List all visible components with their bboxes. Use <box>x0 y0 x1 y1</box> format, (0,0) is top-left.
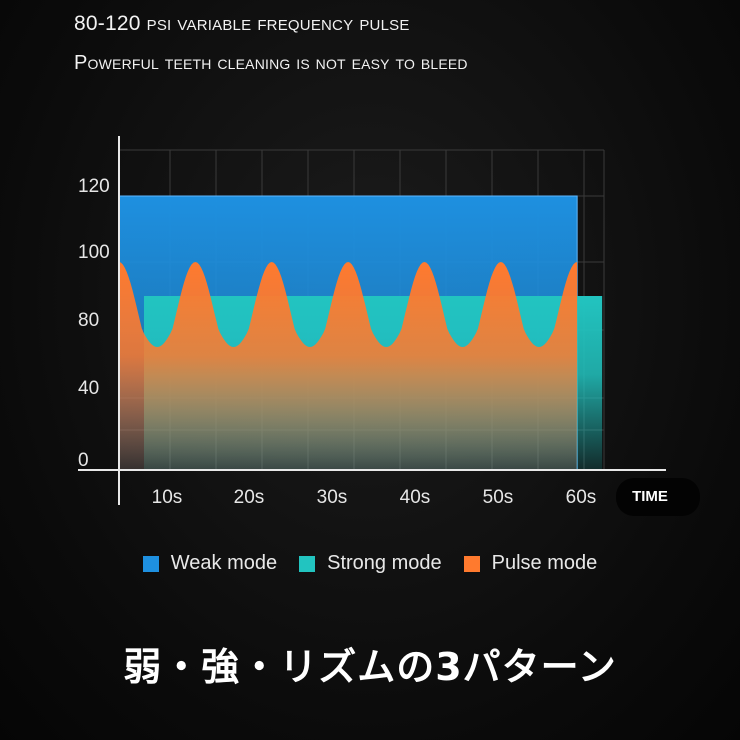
y-tick-label: 0 <box>78 450 89 471</box>
legend-pulse-swatch <box>463 555 480 572</box>
x-tick-label: 40s <box>400 487 431 508</box>
x-axis-label: TIME <box>632 488 668 505</box>
legend-weak-swatch <box>142 555 159 572</box>
legend-strong-swatch <box>299 555 316 572</box>
time-label-bg <box>616 478 700 516</box>
legend-weak-label: Weak mode <box>170 552 278 574</box>
pulse-mode-area <box>119 262 578 470</box>
headline: 80-120 psi variable frequency pulse <box>74 12 410 35</box>
x-tick-label: 50s <box>483 487 514 508</box>
y-tick-label: 80 <box>78 310 99 331</box>
legend-weak: Weak mode <box>142 552 278 575</box>
y-tick-label: 40 <box>78 378 99 399</box>
subheadline: Powerful teeth cleaning is not easy to b… <box>74 52 468 74</box>
legend-strong-label: Strong mode <box>327 552 442 574</box>
legend: Weak mode Strong mode Pulse mode <box>0 552 740 575</box>
y-tick-label: 100 <box>78 242 110 263</box>
x-tick-label: 20s <box>234 487 265 508</box>
caption: 弱・強・リズムの3パターン <box>123 645 617 689</box>
legend-pulse: Pulse mode <box>463 552 598 575</box>
x-tick-label: 60s <box>566 487 597 508</box>
header: 80-120 psi variable frequency pulse Powe… <box>74 12 468 75</box>
legend-strong: Strong mode <box>299 552 442 575</box>
x-tick-label: 10s <box>152 487 183 508</box>
legend-pulse-label: Pulse mode <box>491 552 598 574</box>
x-tick-label: 30s <box>317 487 348 508</box>
y-tick-label: 120 <box>78 176 110 197</box>
